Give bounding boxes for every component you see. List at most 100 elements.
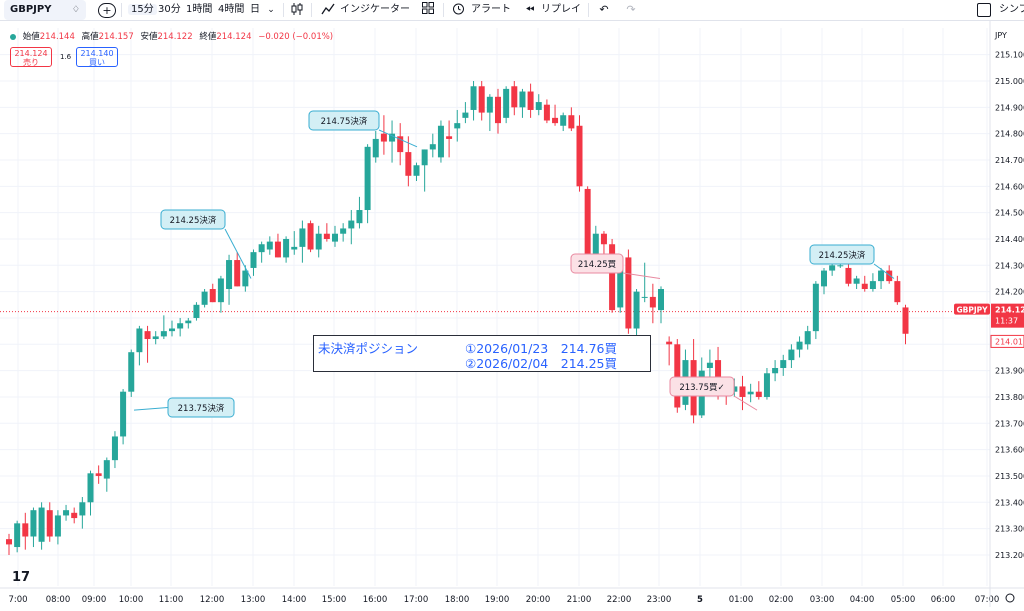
candle-body	[54, 515, 61, 537]
candle-body	[527, 91, 534, 110]
x-tick-label: 7:00	[8, 595, 27, 605]
callout-text: 214.75決済	[321, 116, 368, 127]
buy-button[interactable]: 214.140 買い	[76, 47, 118, 67]
candle	[136, 325, 143, 366]
candle-body	[674, 344, 681, 408]
candle	[356, 196, 363, 229]
alert-button[interactable]: アラート	[471, 4, 511, 15]
candle-body	[755, 391, 762, 397]
candle-body	[46, 510, 53, 537]
candle	[307, 220, 314, 253]
candle-body	[503, 88, 510, 118]
add-symbol-icon[interactable]: +	[98, 3, 116, 18]
open-positions-note[interactable]: 未決済ポジション ①2026/01/23 214.76買 ②2026/02/04…	[313, 335, 651, 372]
sell-label: 売り	[23, 58, 39, 67]
candlestick-chart[interactable]: 214.75決済214.25決済213.75決済214.25買213.75買✓2…	[0, 21, 1024, 607]
bid-price-label: 214.011	[995, 337, 1024, 346]
candle	[152, 331, 159, 345]
annotation-callout: 214.75決済	[308, 110, 418, 148]
candle	[217, 275, 224, 313]
candle-body	[462, 112, 469, 118]
indicators-icon[interactable]	[320, 2, 336, 18]
replay-icon[interactable]: ⏪︎	[525, 3, 535, 16]
candle	[193, 302, 200, 321]
current-price-tag	[991, 303, 1024, 328]
candle	[63, 504, 70, 521]
candle	[315, 225, 322, 258]
x-tick-label: 17:00	[404, 595, 429, 605]
candle	[658, 286, 664, 324]
candle-body	[421, 149, 428, 166]
x-tick-label: 21:00	[567, 595, 592, 605]
low-label: 安値	[140, 32, 158, 42]
y-tick-label: 213.200	[995, 551, 1024, 560]
candle-body	[6, 539, 12, 545]
candle	[250, 249, 257, 276]
candle	[372, 131, 379, 163]
x-tick-label: 01:00	[729, 595, 754, 605]
candle-body	[332, 233, 338, 242]
candle-body	[274, 241, 281, 258]
candle-body	[169, 328, 175, 332]
chevron-down-icon[interactable]: ⌄	[267, 5, 275, 15]
indicators-button[interactable]: インジケーター	[340, 4, 410, 15]
callout-text: 214.25決済	[170, 215, 217, 226]
candle	[332, 225, 338, 247]
candle	[201, 289, 208, 308]
open-label: 始値	[22, 32, 40, 42]
candle-body	[886, 270, 893, 282]
candle	[625, 249, 632, 334]
candle-body	[348, 220, 355, 229]
x-tick-label: 13:00	[241, 595, 266, 605]
candle	[291, 231, 298, 255]
callout-box	[160, 209, 226, 230]
close-label: 終値	[199, 32, 217, 42]
alarm-clock-icon[interactable]	[451, 2, 465, 18]
x-tick-label: 18:00	[445, 595, 470, 605]
candle	[103, 457, 110, 492]
change-value: −0.020 (−0.01%)	[258, 32, 334, 42]
tab-timeframe-1h[interactable]: 1時間	[186, 4, 213, 15]
x-tick-label: 19:00	[485, 595, 510, 605]
sell-button[interactable]: 214.124 売り	[10, 47, 52, 67]
candle-body	[446, 136, 453, 139]
tab-timeframe-15m[interactable]: 15分	[128, 0, 157, 20]
candle-body	[584, 188, 591, 261]
candle-body	[120, 391, 127, 437]
y-tick-label: 214.900	[995, 103, 1024, 112]
candle-body	[658, 289, 664, 311]
chart-area[interactable]: 214.75決済 214.25決済 213.75決済 214.25買 213.75買✓ 2…	[0, 21, 1024, 607]
candle-body	[258, 244, 265, 253]
candle-body	[625, 257, 632, 329]
tab-timeframe-30m[interactable]: 30分	[158, 4, 181, 15]
checkbox[interactable]	[977, 3, 991, 17]
candle	[95, 465, 102, 484]
candle-body	[576, 125, 583, 187]
candle-body	[829, 265, 836, 271]
x-tick-label: 02:00	[769, 595, 794, 605]
undo-icon[interactable]: ↶	[599, 3, 609, 16]
callout-pointer	[378, 129, 418, 148]
candle-body	[511, 86, 518, 108]
candle	[568, 107, 575, 132]
candle-body	[649, 296, 656, 308]
candle-body	[38, 507, 45, 542]
candle-body	[772, 367, 779, 374]
tab-timeframe-4h[interactable]: 4時間	[218, 4, 245, 15]
simple-mode-label[interactable]: シンプ	[999, 4, 1024, 15]
candles-chart-type-icon[interactable]	[290, 2, 304, 18]
symbol-search-button[interactable]: GBPJPY ♢	[4, 0, 86, 20]
tab-timeframe-day[interactable]: 日	[250, 4, 260, 15]
candle	[120, 389, 127, 445]
axes: 215.100 215.000 214.900 214.800 214.700 214.6…	[0, 21, 1024, 607]
candle	[878, 267, 885, 290]
layout-grid-icon[interactable]	[421, 2, 435, 18]
y-tick-label: 213.600	[995, 446, 1024, 455]
candle	[503, 86, 510, 124]
candle	[845, 262, 852, 287]
divider	[443, 3, 444, 17]
candle	[478, 81, 485, 121]
redo-icon[interactable]: ↷	[626, 3, 636, 16]
replay-button[interactable]: リプレイ	[541, 4, 581, 15]
candle-body	[878, 270, 885, 282]
